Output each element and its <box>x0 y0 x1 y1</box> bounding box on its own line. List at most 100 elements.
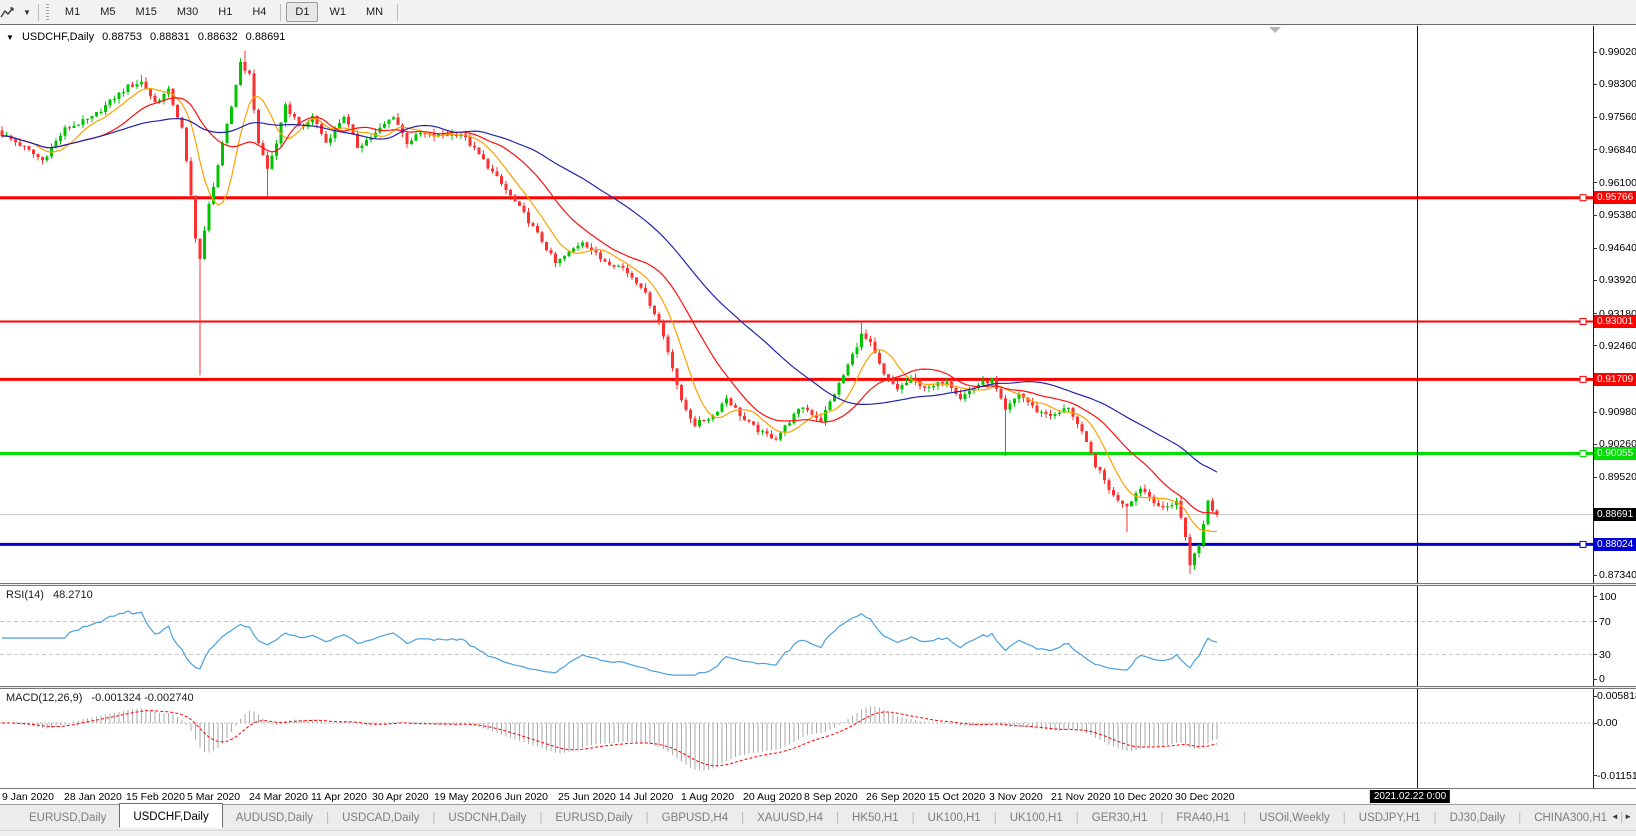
chart-tab-uk100-h1[interactable]: UK100,H1 <box>927 811 981 824</box>
price-tick-mark <box>1593 575 1597 576</box>
price-chart-panel[interactable] <box>0 26 1593 583</box>
line-studies-icon[interactable] <box>0 4 22 20</box>
time-axis-date: 20 Aug 2020 <box>743 791 802 803</box>
macd-tick-mark <box>1593 775 1597 776</box>
time-axis-date: 30 Apr 2020 <box>372 791 429 803</box>
rsi-level-label: 0 <box>1599 673 1605 685</box>
collapse-arrow-icon[interactable]: ▼ <box>6 33 14 42</box>
rsi-tick-mark <box>1593 596 1597 597</box>
price-tick-label: 0.94640 <box>1599 242 1636 254</box>
time-axis-date: 15 Feb 2020 <box>126 791 185 803</box>
chart-tab-dj30-daily[interactable]: DJ30,Daily <box>1449 811 1506 824</box>
tab-separator: | <box>1075 811 1079 824</box>
toolbar-separator <box>397 3 399 21</box>
time-axis-date: 8 Sep 2020 <box>804 791 858 803</box>
macd-indicator-label: MACD(12,26,9) -0.001324 -0.002740 <box>6 692 200 704</box>
price-tick-mark <box>1593 280 1597 281</box>
price-tick-label: 0.97560 <box>1599 111 1636 123</box>
price-tick-mark <box>1593 84 1597 85</box>
time-axis[interactable]: 9 Jan 2020 28 Jan 2020 15 Feb 2020 5 Mar 20… <box>0 789 1636 804</box>
chart-tab-gbpusd-h4[interactable]: GBPUSD,H4 <box>661 811 729 824</box>
rsi-tick-mark <box>1593 679 1597 680</box>
vertical-line-object[interactable] <box>1417 26 1418 788</box>
chart-tab-usdchf-daily[interactable]: USDCHF,Daily <box>119 803 223 828</box>
timeframe-button-m15[interactable]: M15 <box>135 6 157 18</box>
time-axis-date: 28 Jan 2020 <box>64 791 122 803</box>
price-tick-mark <box>1593 52 1597 53</box>
price-tick-label: 0.95380 <box>1599 209 1636 221</box>
panel-splitter-rsi[interactable] <box>0 583 1636 586</box>
chart-tab-audusd-daily[interactable]: AUDUSD,Daily <box>235 811 314 824</box>
chart-tab-eurusd-daily[interactable]: EURUSD,Daily <box>29 811 107 824</box>
price-tick-label: 0.98300 <box>1599 78 1636 90</box>
timeframe-button-h1[interactable]: H1 <box>218 6 233 18</box>
time-axis-date: 10 Dec 2020 <box>1113 791 1173 803</box>
dropdown-caret-icon[interactable]: ▼ <box>23 7 31 17</box>
tab-separator: | <box>1433 811 1437 824</box>
timeframe-button-mn[interactable]: MN <box>365 6 384 18</box>
macd-values: -0.001324 -0.002740 <box>91 692 194 704</box>
tab-scroll-left-icon[interactable]: ◄ <box>1610 812 1619 821</box>
macd-level-label: 0.005818 <box>1597 690 1636 702</box>
chart-tab-usdjpy-h1[interactable]: USDJPY,H1 <box>1358 811 1421 824</box>
rsi-panel[interactable] <box>0 586 1593 686</box>
vertical-line-date-label: 2021.02.22 0:00 <box>1369 790 1451 803</box>
chart-tab-usoil-weekly[interactable]: USOil,Weekly <box>1259 811 1330 824</box>
price-axis-border <box>1593 26 1594 788</box>
price-tick-mark <box>1593 117 1597 118</box>
chart-tab-fra40-h1[interactable]: FRA40,H1 <box>1176 811 1231 824</box>
timeframe-button-w1[interactable]: W1 <box>329 6 346 18</box>
price-tick-mark <box>1593 182 1597 183</box>
hline-price-label: 0.95766 <box>1594 191 1636 204</box>
chart-tab-china300-h1[interactable]: CHINA300,H1 <box>1534 811 1608 824</box>
price-tick-mark <box>1593 215 1597 216</box>
chart-tab-usdcad-daily[interactable]: USDCAD,Daily <box>342 811 420 824</box>
chart-shift-marker-icon[interactable] <box>1269 27 1281 33</box>
price-tick-mark <box>1593 444 1597 445</box>
chart-tab-eurusd-daily[interactable]: EURUSD,Daily <box>555 811 633 824</box>
time-axis-date: 1 Aug 2020 <box>681 791 735 803</box>
rsi-level-label: 30 <box>1599 649 1611 661</box>
time-axis-date: 14 Jul 2020 <box>619 791 674 803</box>
hline-price-label: 0.93001 <box>1594 315 1636 328</box>
rsi-value: 48.2710 <box>52 589 93 601</box>
chart-tab-usdcnh-daily[interactable]: USDCNH,Daily <box>448 811 527 824</box>
horizontal-lines[interactable] <box>0 194 1593 548</box>
chart-tab-xauusd-h4[interactable]: XAUUSD,H4 <box>757 811 823 824</box>
time-axis-date: 24 Mar 2020 <box>249 791 308 803</box>
toolbar-grip[interactable] <box>45 4 49 20</box>
tab-separator: | <box>432 811 436 824</box>
rsi-line <box>2 610 1218 676</box>
time-axis-date: 3 Nov 2020 <box>989 791 1043 803</box>
tab-separator: | <box>1620 811 1624 824</box>
timeframe-button-m5[interactable]: M5 <box>100 6 116 18</box>
timeframe-button-d1[interactable]: D1 <box>286 2 319 22</box>
tab-separator: | <box>1160 811 1164 824</box>
timeframe-button-m30[interactable]: M30 <box>176 6 199 18</box>
chart-tab-uk100-h1[interactable]: UK100,H1 <box>1009 811 1063 824</box>
time-axis-date: 21 Nov 2020 <box>1051 791 1111 803</box>
ohlc-low: 0.88632 <box>197 31 238 43</box>
hline-price-label: 0.91709 <box>1594 373 1636 386</box>
time-axis-date: 6 Jun 2020 <box>496 791 548 803</box>
chart-tab-hk50-h1[interactable]: HK50,H1 <box>851 811 899 824</box>
hline-price-label: 0.90055 <box>1594 447 1636 460</box>
price-tick-label: 0.96840 <box>1599 144 1636 156</box>
tab-scroll-right-icon[interactable]: ► <box>1624 812 1632 821</box>
macd-tick-mark <box>1593 723 1597 724</box>
price-tick-label: 0.89520 <box>1599 471 1636 483</box>
price-tick-mark <box>1593 248 1597 249</box>
price-tick-mark <box>1593 412 1597 413</box>
macd-tick-mark <box>1593 696 1597 697</box>
price-tick-mark <box>1593 345 1597 346</box>
timeframe-button-m1[interactable]: M1 <box>64 6 81 18</box>
price-tick-label: 0.92460 <box>1599 340 1636 352</box>
ohlc-high: 0.88831 <box>150 31 190 43</box>
chart-tab-ger30-h1[interactable]: GER30,H1 <box>1091 811 1148 824</box>
price-tick-label: 0.90980 <box>1599 406 1636 418</box>
macd-panel[interactable] <box>0 689 1593 788</box>
panel-splitter-macd[interactable] <box>0 686 1636 689</box>
current-price-label: 0.88691 <box>1594 508 1636 521</box>
timeframe-button-h4[interactable]: H4 <box>252 6 267 18</box>
time-axis-date: 30 Dec 2020 <box>1175 791 1235 803</box>
